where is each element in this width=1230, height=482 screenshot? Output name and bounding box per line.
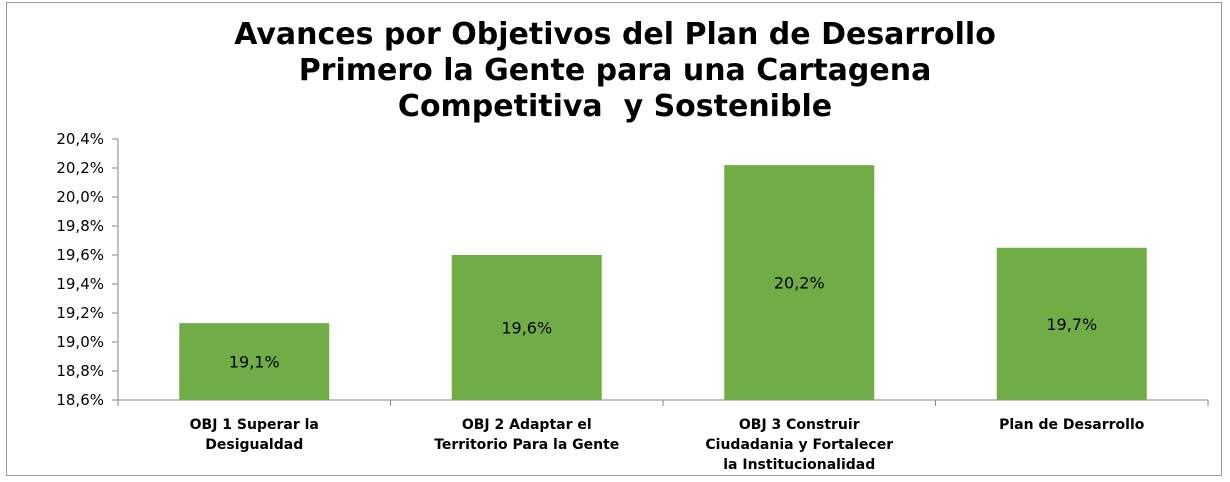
bar <box>451 255 602 400</box>
y-tick-label: 19,6% <box>56 246 104 264</box>
y-tick-label: 19,2% <box>56 304 104 322</box>
data-label: 19,6% <box>501 319 552 338</box>
data-label: 19,1% <box>229 353 280 372</box>
y-tick-label: 20,4% <box>56 130 104 148</box>
y-tick-label: 20,2% <box>56 159 104 177</box>
chart-title-line-1: Avances por Objetivos del Plan de Desarr… <box>234 17 996 52</box>
y-tick-label: 20,0% <box>56 188 104 206</box>
bar <box>724 165 875 400</box>
y-tick-label: 19,4% <box>56 275 104 293</box>
chart-title-line-2: Primero la Gente para una Cartagena <box>298 53 932 88</box>
x-category-label: Plan de Desarrollo <box>999 417 1145 433</box>
y-tick-label: 18,6% <box>56 391 104 409</box>
data-label: 20,2% <box>774 274 825 293</box>
chart-title: Avances por Objetivos del Plan de Desarr… <box>7 17 1223 125</box>
y-tick-label: 18,8% <box>56 362 104 380</box>
x-category-label: la Institucionalidad <box>723 457 875 473</box>
bar <box>996 247 1147 400</box>
chart-title-line-3: Competitiva y Sostenible <box>397 89 833 124</box>
x-category-label: OBJ 2 Adaptar el <box>462 417 592 433</box>
x-category-label: Desigualdad <box>205 437 303 453</box>
x-category-label: Territorio Para la Gente <box>434 437 619 453</box>
data-label: 19,7% <box>1046 315 1097 334</box>
y-tick-label: 19,0% <box>56 333 104 351</box>
x-category-label: OBJ 3 Construir <box>739 417 860 433</box>
y-tick-label: 19,8% <box>56 217 104 235</box>
bar <box>179 323 330 400</box>
x-category-label: Ciudadania y Fortalecer <box>705 437 893 453</box>
x-category-label: OBJ 1 Superar la <box>190 417 319 433</box>
